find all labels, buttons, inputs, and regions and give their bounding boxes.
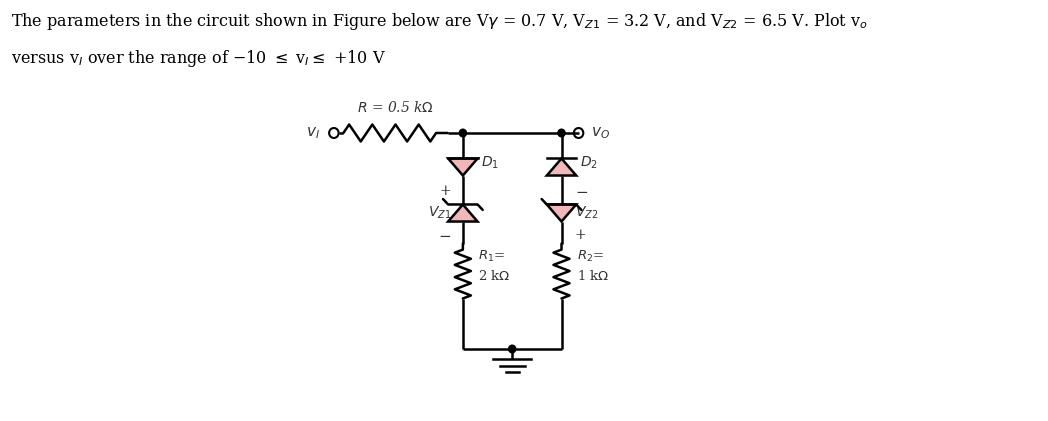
Polygon shape [547, 158, 576, 176]
Text: $R$ = 0.5 k$\Omega$: $R$ = 0.5 k$\Omega$ [357, 100, 434, 115]
Text: $V_{Z1}$: $V_{Z1}$ [428, 205, 452, 221]
Polygon shape [449, 158, 478, 176]
Text: $D_1$: $D_1$ [481, 155, 499, 171]
Text: $-$: $-$ [574, 184, 588, 198]
Polygon shape [547, 205, 576, 221]
Text: The parameters in the circuit shown in Figure below are V$\gamma$ = 0.7 V, V$_{Z: The parameters in the circuit shown in F… [12, 11, 868, 32]
Text: $R_2$=
1 k$\Omega$: $R_2$= 1 k$\Omega$ [576, 249, 609, 283]
Polygon shape [449, 205, 478, 221]
Text: +: + [574, 228, 587, 242]
Text: +: + [440, 184, 452, 198]
Text: $D_2$: $D_2$ [580, 155, 597, 171]
Text: $V_{Z2}$: $V_{Z2}$ [574, 205, 598, 221]
Circle shape [508, 345, 516, 353]
Text: $v_I$: $v_I$ [306, 125, 320, 141]
Text: $v_O$: $v_O$ [591, 125, 610, 141]
Circle shape [558, 129, 565, 137]
Text: $R_1$=
2 k$\Omega$: $R_1$= 2 k$\Omega$ [478, 249, 510, 283]
Circle shape [459, 129, 466, 137]
Text: versus v$_I$ over the range of $-$10 $\leq$ v$_I$$\leq$ +10 V: versus v$_I$ over the range of $-$10 $\l… [12, 48, 387, 69]
Text: $-$: $-$ [438, 228, 452, 242]
